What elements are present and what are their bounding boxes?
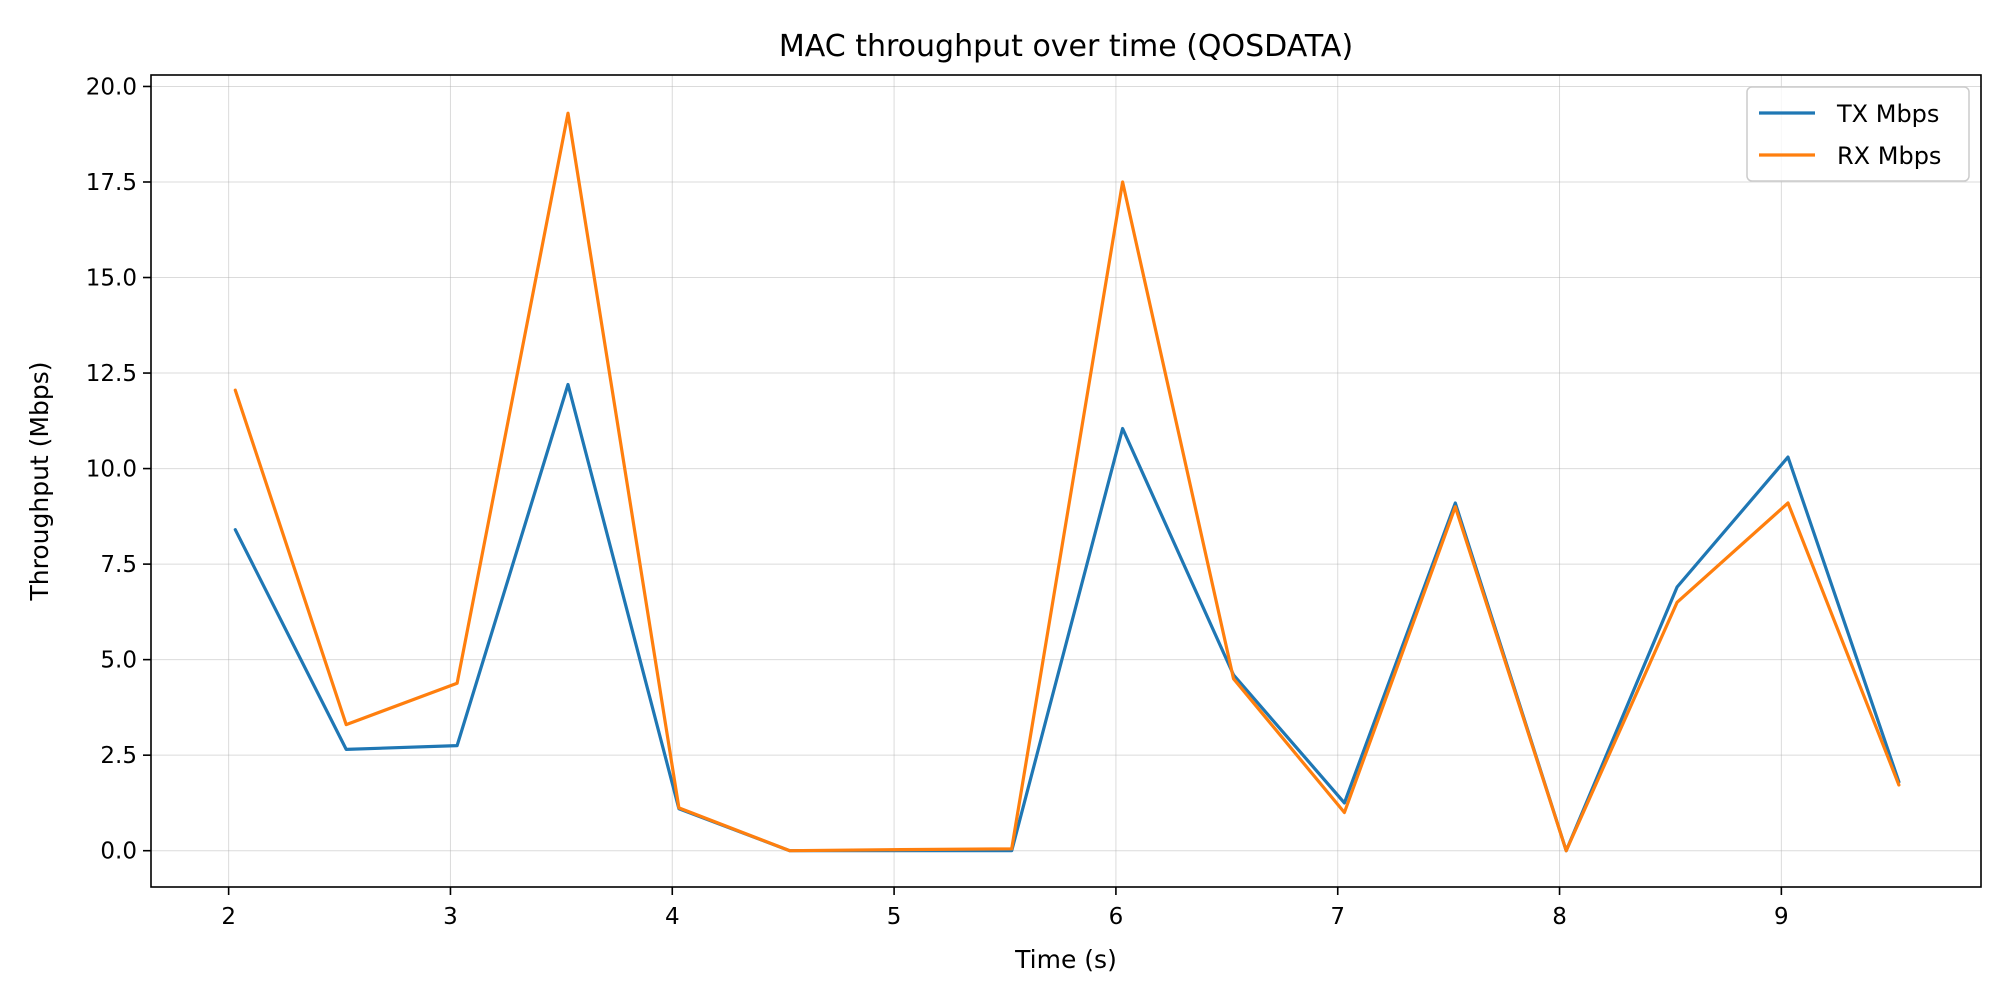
plot-series — [233, 111, 1901, 853]
grid — [151, 75, 1981, 887]
x-tick-label: 2 — [221, 904, 236, 930]
x-tick-label: 6 — [1109, 904, 1124, 930]
x-tick-label: 7 — [1330, 904, 1345, 930]
legend: TX Mbps RX Mbps — [1746, 86, 1970, 182]
y-tick-label: 12.5 — [86, 361, 137, 387]
y-tick-label: 10.0 — [86, 457, 137, 483]
x-tick-label: 5 — [887, 904, 902, 930]
x-axis-label: Time (s) — [1014, 945, 1117, 974]
y-tick-label: 20.0 — [86, 74, 137, 100]
y-tick-label: 0.0 — [100, 839, 137, 865]
x-tick-label: 8 — [1552, 904, 1567, 930]
y-tick-label: 2.5 — [100, 743, 137, 769]
legend-box — [1746, 86, 1970, 182]
x-axis-ticks: 2 3 4 5 6 7 8 9 — [221, 887, 1789, 930]
y-tick-label: 5.0 — [100, 648, 137, 674]
y-tick-label: 17.5 — [86, 170, 137, 196]
y-tick-label: 7.5 — [100, 552, 137, 578]
y-axis-label: Throughput (Mbps) — [25, 361, 54, 601]
legend-label-rx: RX Mbps — [1837, 142, 1941, 170]
series-line-tx — [233, 382, 1901, 853]
legend-label-tx: TX Mbps — [1836, 100, 1939, 128]
y-tick-label: 15.0 — [86, 266, 137, 292]
x-tick-label: 9 — [1774, 904, 1789, 930]
x-tick-label: 3 — [443, 904, 458, 930]
chart-title: MAC throughput over time (QOSDATA) — [779, 29, 1353, 64]
series-line-rx — [233, 111, 1901, 853]
axes-frame — [150, 74, 1982, 888]
y-axis-ticks: 0.0 2.5 5.0 7.5 10.0 12.5 15.0 17.5 20.0 — [86, 74, 151, 865]
x-tick-label: 4 — [665, 904, 680, 930]
